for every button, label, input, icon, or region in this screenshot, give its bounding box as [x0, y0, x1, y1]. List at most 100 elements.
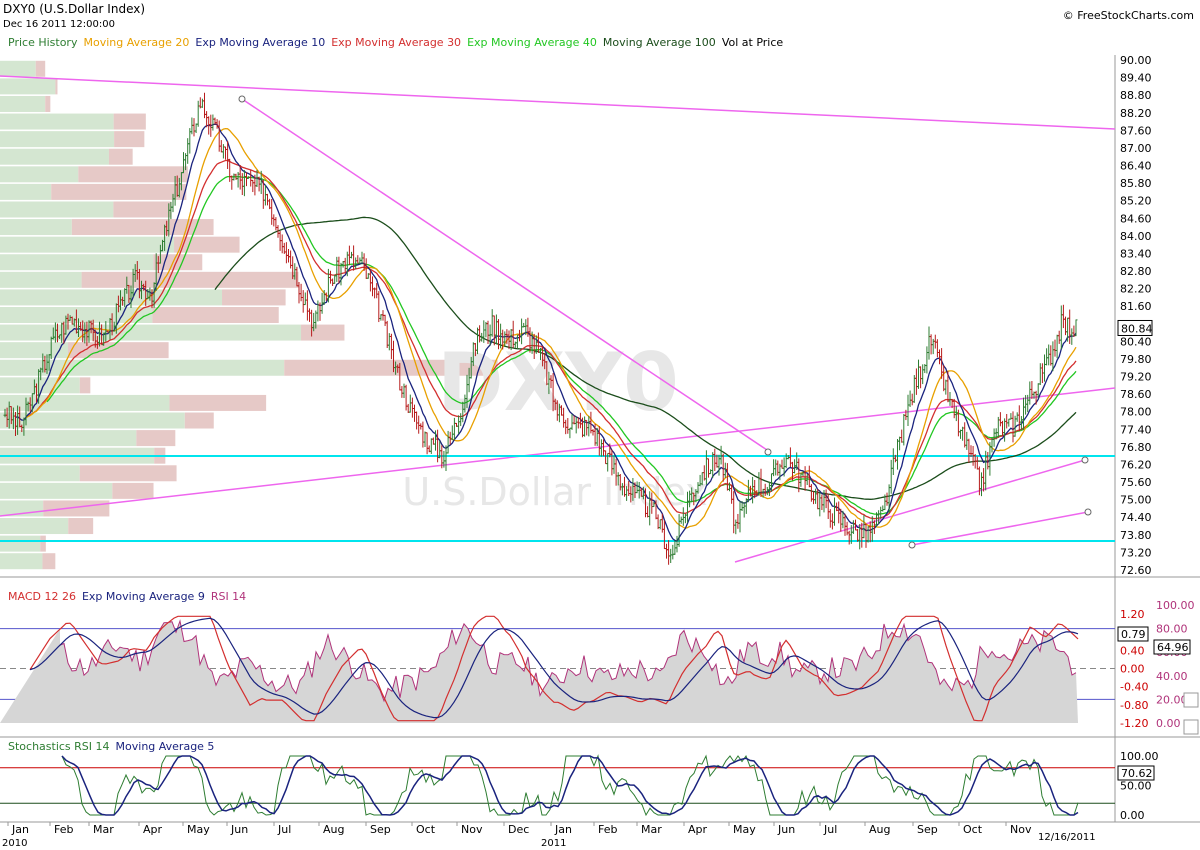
copyright-text[interactable]: © FreeStockCharts.com	[1062, 9, 1194, 22]
scroll-handle[interactable]	[1183, 719, 1199, 735]
vol-green-bar	[0, 148, 109, 165]
month-label: Apr	[688, 823, 708, 836]
month-label: Feb	[54, 823, 73, 836]
end-date-label: 12/16/2011	[1038, 832, 1096, 843]
stoch-legend-item[interactable]: Stochastics RSI 14	[8, 740, 110, 753]
stoch-last-value: 70.62	[1121, 767, 1153, 780]
macd-tick-label: 0.00	[1120, 663, 1145, 676]
vol-green-bar	[0, 482, 113, 499]
price-tick-label: 75.60	[1120, 476, 1152, 489]
vol-green-bar	[0, 377, 80, 394]
month-label: Sep	[370, 823, 391, 836]
trendline-anchor	[1084, 508, 1092, 516]
vol-red-bar	[40, 535, 46, 552]
month-label: Jan	[554, 823, 572, 836]
vol-green-bar	[0, 535, 41, 552]
macd-tick-label: -0.80	[1120, 699, 1148, 712]
trendline	[0, 75, 1116, 130]
vol-red-bar	[114, 131, 145, 148]
rsi-line	[59, 619, 1077, 703]
month-label: Oct	[963, 823, 983, 836]
price-tick-label: 88.20	[1120, 107, 1152, 120]
price-legend-item[interactable]: Exp Moving Average 30	[331, 36, 462, 49]
price-tick-label: 82.80	[1120, 265, 1152, 278]
vol-red-bar	[112, 482, 154, 499]
month-label: Jun	[777, 823, 795, 836]
price-legend-item[interactable]: Moving Average 20	[83, 36, 190, 49]
price-tick-label: 85.20	[1120, 195, 1152, 208]
price-legend-item[interactable]: Price History	[8, 36, 78, 49]
chart-date: Dec 16 2011 12:00:00	[3, 19, 115, 30]
vol-green-bar	[0, 166, 79, 183]
trendline-anchor	[908, 541, 916, 549]
month-label: Feb	[598, 823, 617, 836]
rsi-tick-label: 80.00	[1156, 623, 1188, 636]
vol-red-bar	[169, 394, 267, 411]
price-tick-label: 89.40	[1120, 72, 1152, 85]
vol-red-bar	[71, 219, 214, 236]
month-label: Dec	[508, 823, 529, 836]
macd-legend: MACD 12 26 Exp Moving Average 9 RSI 14	[8, 590, 252, 603]
stoch-legend-item[interactable]: Moving Average 5	[115, 740, 215, 753]
month-label: Mar	[93, 823, 114, 836]
stochastics-legend: Stochastics RSI 14 Moving Average 5	[8, 740, 220, 753]
vol-red-bar	[222, 289, 286, 306]
vol-red-bar	[43, 500, 110, 517]
month-label: Oct	[416, 823, 436, 836]
price-tick-label: 78.00	[1120, 406, 1152, 419]
price-tick-label: 80.40	[1120, 335, 1152, 348]
macd-legend-item[interactable]: MACD 12 26	[8, 590, 76, 603]
rsi-value-box	[1153, 639, 1191, 655]
trendline-anchor	[238, 95, 246, 103]
vol-red-bar	[42, 553, 56, 570]
vol-green-bar	[0, 113, 114, 130]
stoch-tick-label: 50.00	[1120, 780, 1152, 793]
price-tick-label: 84.00	[1120, 230, 1152, 243]
vol-green-bar	[0, 131, 115, 148]
rsi-last-value: 64.96	[1157, 641, 1189, 654]
month-label: Mar	[641, 823, 662, 836]
price-tick-label: 73.20	[1120, 546, 1152, 559]
last-price-box	[1117, 319, 1153, 336]
vol-red-bar	[55, 78, 58, 95]
month-label: May	[733, 823, 756, 836]
vol-green-bar	[0, 394, 170, 411]
last-price-badge	[1117, 319, 1153, 336]
price-tick-label: 84.60	[1120, 212, 1152, 225]
stoch-rsi-line	[61, 754, 1079, 817]
vol-red-bar	[45, 95, 51, 112]
price-tick-label: 88.80	[1120, 89, 1152, 102]
price-tick-label: 82.20	[1120, 283, 1152, 296]
macd-legend-item[interactable]: RSI 14	[210, 590, 247, 603]
month-label: Sep	[917, 823, 938, 836]
month-label: Nov	[461, 823, 483, 836]
scroll-handle[interactable]	[1183, 692, 1199, 708]
vol-red-bar	[51, 183, 187, 200]
price-legend-item[interactable]: Exp Moving Average 10	[195, 36, 326, 49]
month-label: Jul	[823, 823, 837, 836]
price-tick-label: 83.40	[1120, 247, 1152, 260]
price-legend-item[interactable]: Moving Average 100	[602, 36, 716, 49]
macd-legend-item[interactable]: Exp Moving Average 9	[81, 590, 205, 603]
macd-last-value: 0.79	[1121, 628, 1146, 641]
chart-title: DXY0 (U.S.Dollar Index)	[3, 2, 146, 16]
price-tick-label: 87.60	[1120, 124, 1152, 137]
price-legend-item[interactable]: Vol at Price	[721, 36, 784, 49]
rsi-area	[0, 621, 1078, 723]
rsi-tick-label: 40.00	[1156, 670, 1188, 683]
vol-green-bar	[0, 553, 43, 570]
vol-red-bar	[152, 307, 279, 323]
price-tick-label: 78.60	[1120, 388, 1152, 401]
vol-green-bar	[0, 236, 175, 253]
price-tick-label: 79.20	[1120, 371, 1152, 384]
month-label: Nov	[1010, 823, 1032, 836]
trendline-anchor	[764, 448, 772, 456]
vol-green-bar	[0, 183, 52, 200]
price-tick-label: 90.00	[1120, 54, 1152, 67]
price-tick-label: 87.00	[1120, 142, 1152, 155]
vol-red-bar	[78, 166, 188, 183]
vol-red-bar	[108, 148, 133, 165]
vol-red-bar	[113, 201, 172, 218]
price-legend-item[interactable]: Exp Moving Average 40	[467, 36, 597, 49]
